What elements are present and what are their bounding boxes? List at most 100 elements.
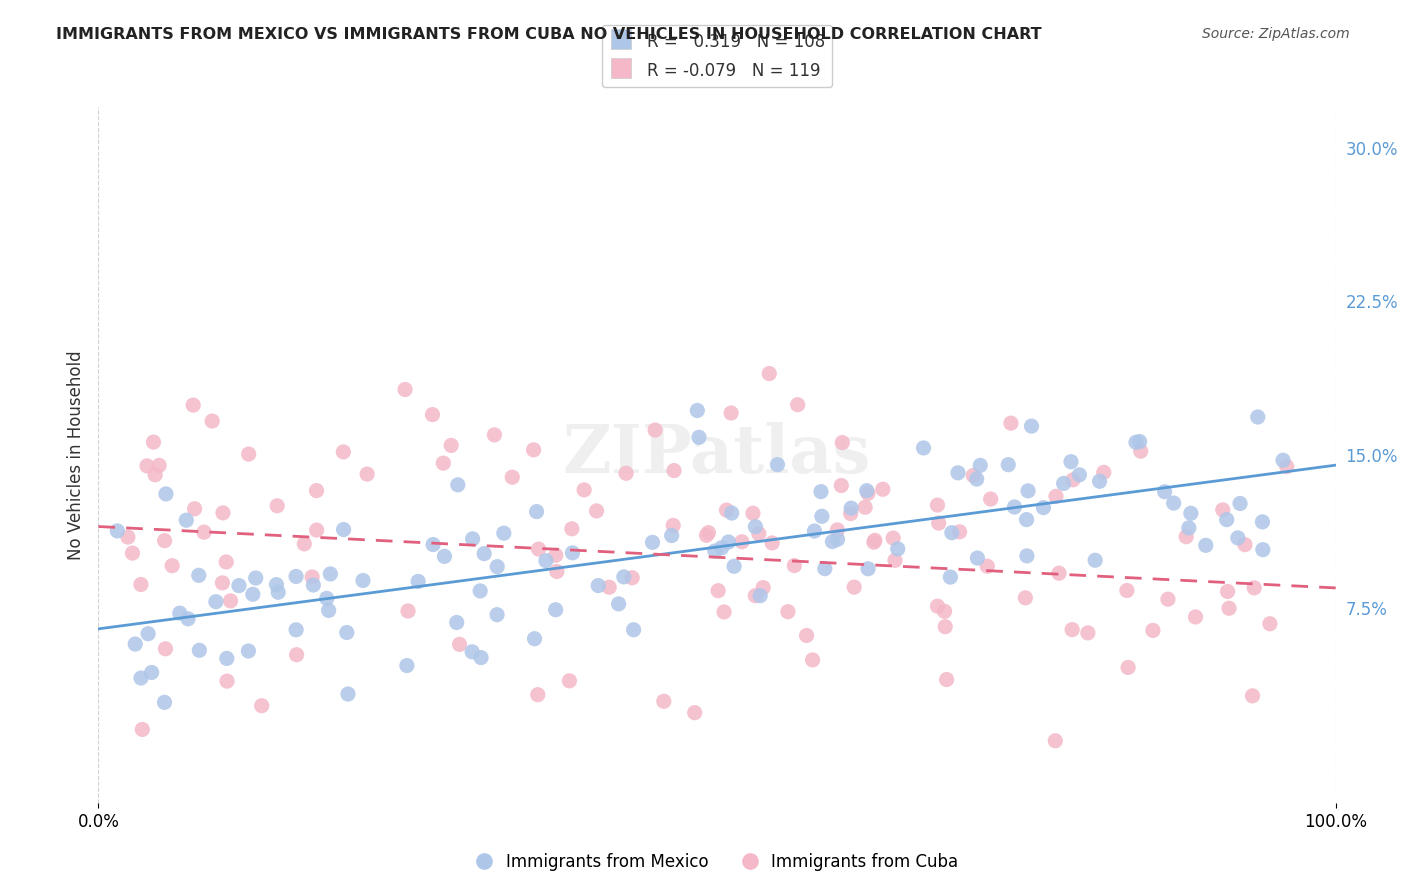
Point [177,612,200,626]
Point [855,483,877,498]
Point [863,535,886,549]
Point [526,505,548,519]
Point [492,526,515,541]
Point [786,398,808,412]
Point [1163,496,1185,510]
Point [744,589,766,603]
Point [266,577,288,591]
Point [315,591,337,606]
Point [731,534,754,549]
Point [181,398,204,412]
Point [703,544,725,558]
Point [302,578,325,592]
Point [285,623,308,637]
Point [1062,473,1084,487]
Point [614,467,637,481]
Point [935,673,957,687]
Point [215,674,238,689]
Point [558,673,581,688]
Point [1084,553,1107,567]
Point [332,523,354,537]
Point [927,599,949,614]
Point [1004,500,1026,514]
Point [561,546,583,560]
Point [1142,624,1164,638]
Point [572,483,595,497]
Point [215,651,238,665]
Point [148,458,170,473]
Point [470,583,492,598]
Point [523,632,546,646]
Y-axis label: No Vehicles in Household: No Vehicles in Household [66,350,84,560]
Point [783,558,806,573]
Point [1077,625,1099,640]
Point [613,570,636,584]
Point [395,658,418,673]
Point [839,507,862,521]
Point [131,723,153,737]
Point [1129,434,1152,449]
Point [205,595,228,609]
Point [526,688,548,702]
Point [561,522,583,536]
Point [966,472,988,486]
Point [814,562,837,576]
Point [1021,419,1043,434]
Point [285,569,308,583]
Point [776,605,799,619]
Point [292,537,315,551]
Point [939,570,962,584]
Point [1015,549,1038,563]
Point [1229,496,1251,510]
Point [1178,521,1201,535]
Point [267,585,290,599]
Point [948,524,970,539]
Point [117,530,139,544]
Point [160,558,183,573]
Point [980,491,1002,506]
Text: ZIPatlas: ZIPatlas [562,423,872,487]
Point [1251,515,1274,529]
Point [827,523,849,537]
Point [652,694,675,708]
Point [1015,513,1038,527]
Point [644,423,666,437]
Point [586,578,609,592]
Legend: Immigrants from Mexico, Immigrants from Cuba: Immigrants from Mexico, Immigrants from … [468,847,966,878]
Point [242,587,264,601]
Point [928,516,950,530]
Point [124,637,146,651]
Point [129,577,152,591]
Point [801,653,824,667]
Point [720,506,742,520]
Point [758,367,780,381]
Point [433,549,456,564]
Point [461,532,484,546]
Point [934,620,956,634]
Point [720,406,742,420]
Point [1017,483,1039,498]
Point [105,524,128,538]
Point [1247,409,1270,424]
Point [461,645,484,659]
Point [544,548,567,562]
Point [1258,616,1281,631]
Point [432,456,454,470]
Point [796,628,818,642]
Point [250,698,273,713]
Point [215,555,238,569]
Point [422,538,444,552]
Point [212,506,235,520]
Point [201,414,224,428]
Point [169,606,191,620]
Point [1233,538,1256,552]
Point [142,435,165,450]
Point [534,554,557,568]
Point [319,566,342,581]
Point [884,553,907,567]
Point [710,541,733,555]
Point [1014,591,1036,605]
Point [301,570,323,584]
Point [752,581,775,595]
Point [193,525,215,540]
